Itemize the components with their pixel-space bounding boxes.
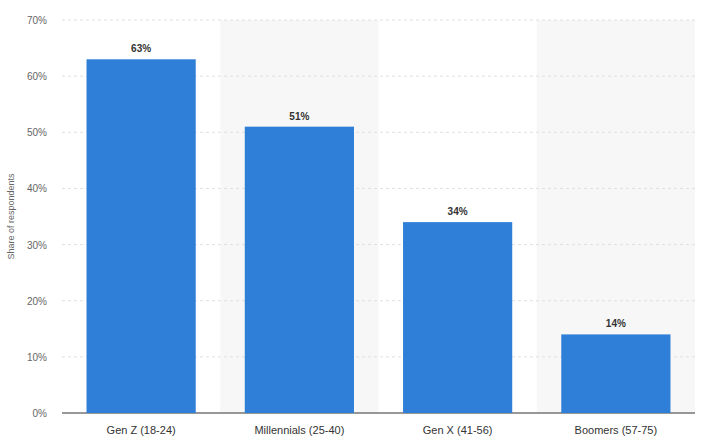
chart-container: 0% 10% 20% 30% 40% 50% 60% 70% Share of responde…	[0, 0, 708, 445]
grid-line	[62, 20, 695, 21]
y-axis-title: Share of respondents	[6, 173, 16, 260]
bar	[245, 127, 354, 413]
y-tick-label: 70%	[27, 15, 47, 26]
chart-svg: 0% 10% 20% 30% 40% 50% 60% 70% Share of responde…	[0, 0, 708, 445]
y-tick-label: 50%	[27, 127, 47, 138]
bar	[87, 59, 196, 413]
x-tick-label: Gen X (41-56)	[423, 424, 493, 436]
y-tick-label: 20%	[27, 296, 47, 307]
x-tick-label: Gen Z (18-24)	[107, 424, 176, 436]
data-label: 14%	[606, 318, 626, 329]
bar	[403, 222, 512, 413]
y-tick-label: 60%	[27, 71, 47, 82]
y-tick-label: 40%	[27, 183, 47, 194]
band-shade	[220, 20, 378, 413]
y-tick-label: 30%	[27, 240, 47, 251]
x-tick-label: Millennials (25-40)	[254, 424, 344, 436]
data-label: 63%	[131, 43, 151, 54]
y-tick-label: 10%	[27, 352, 47, 363]
y-tick-label: 0%	[33, 408, 48, 419]
x-tick-label: Boomers (57-75)	[575, 424, 658, 436]
band-shade	[537, 20, 695, 413]
bars-group	[87, 59, 671, 413]
data-label: 34%	[448, 206, 468, 217]
bar	[561, 334, 670, 413]
data-label: 51%	[289, 111, 309, 122]
